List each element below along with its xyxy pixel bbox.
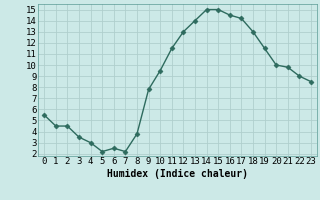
X-axis label: Humidex (Indice chaleur): Humidex (Indice chaleur) (107, 169, 248, 179)
